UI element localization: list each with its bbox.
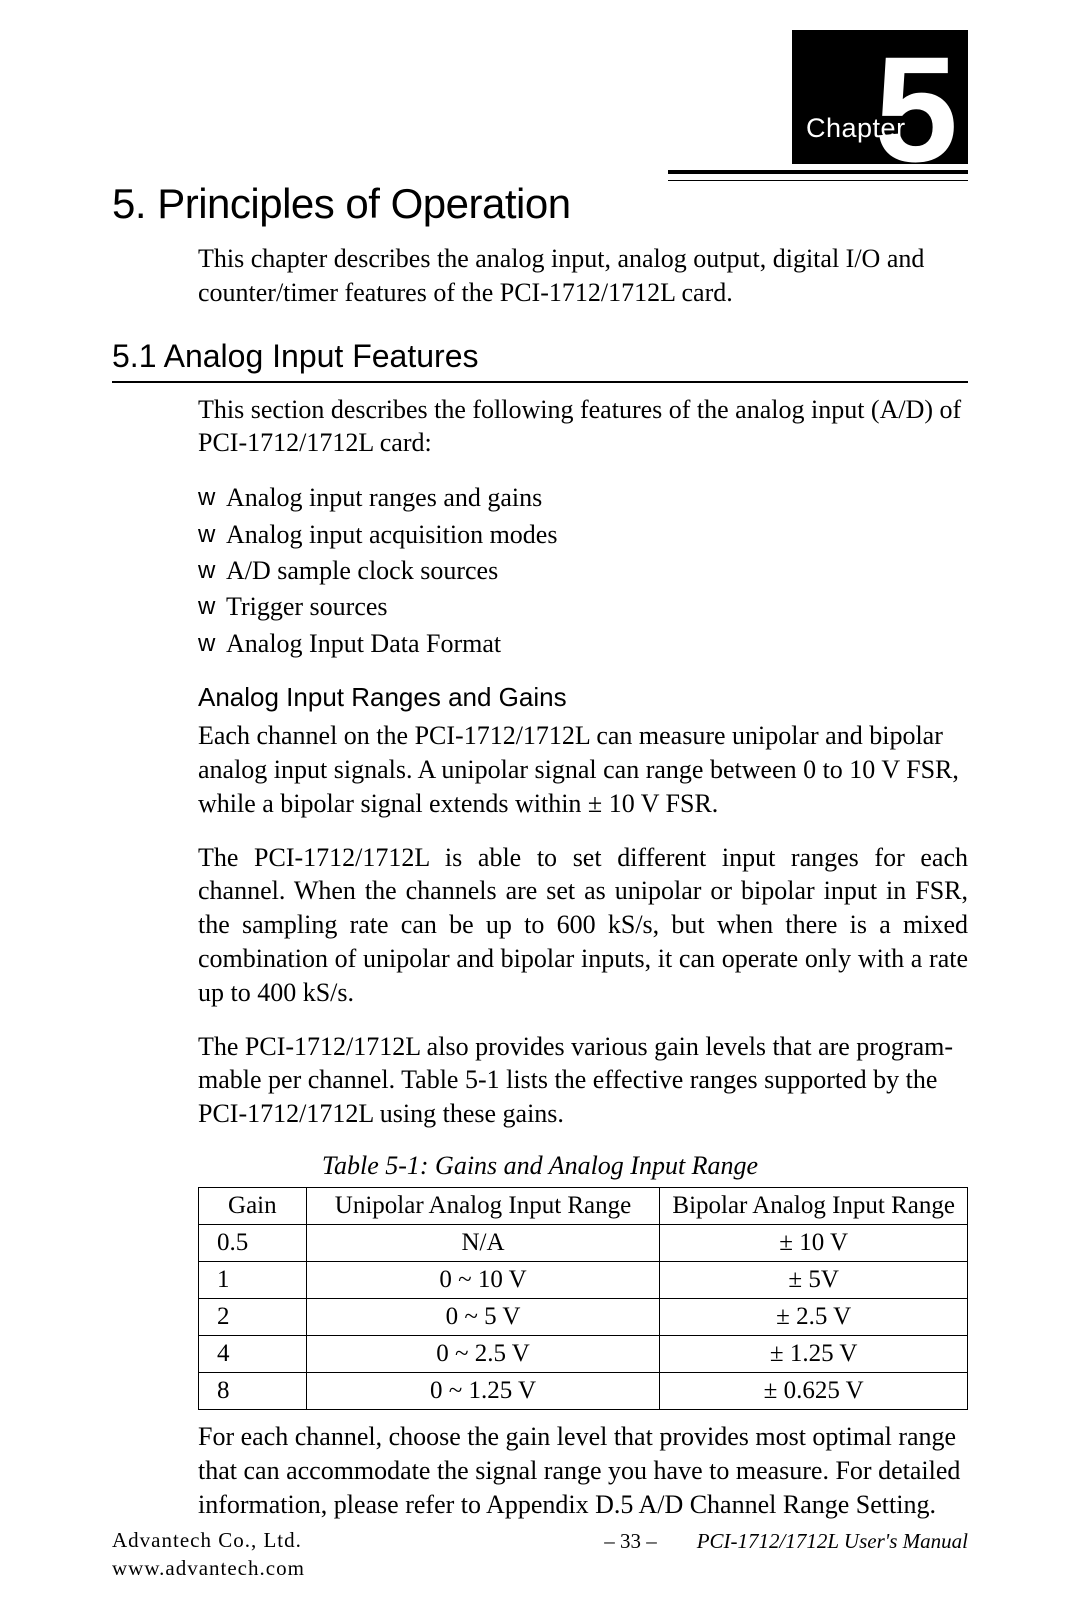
table-cell: 0 ~ 5 V <box>306 1298 660 1335</box>
list-item: Analog input ranges and gains <box>198 480 968 516</box>
table-cell: 0.5 <box>199 1224 307 1261</box>
table-cell: ± 2.5 V <box>660 1298 968 1335</box>
section-5-1-intro: This section describes the following fea… <box>198 393 968 461</box>
list-item: Trigger sources <box>198 589 968 625</box>
footer-url: www.advantech.com <box>112 1555 604 1582</box>
paragraph-ranges-2: The PCI-1712/1712L is able to set differ… <box>198 841 968 1010</box>
table-cell: ± 1.25 V <box>660 1335 968 1372</box>
list-item: Analog input acquisition modes <box>198 517 968 553</box>
table-header-cell: Bipolar Analog Input Range <box>660 1187 968 1224</box>
footer-page-number: – 33 – <box>604 1527 697 1554</box>
list-item: Analog Input Data Format <box>198 626 968 662</box>
chapter-title: 5. Principles of Operation <box>112 180 968 228</box>
table-caption: Table 5-1: Gains and Analog Input Range <box>112 1151 968 1181</box>
chapter-intro-paragraph: This chapter describes the analog input,… <box>198 242 968 310</box>
chapter-divider <box>668 170 968 181</box>
section-heading-5-1: 5.1 Analog Input Features <box>112 338 968 383</box>
page-footer: Advantech Co., Ltd. www.advantech.com – … <box>112 1527 968 1582</box>
table-cell: N/A <box>306 1224 660 1261</box>
footer-company: Advantech Co., Ltd. <box>112 1527 604 1554</box>
table-row: 4 0 ~ 2.5 V ± 1.25 V <box>199 1335 968 1372</box>
table-cell: ± 5V <box>660 1261 968 1298</box>
paragraph-ranges-1: Each channel on the PCI-1712/1712L can m… <box>198 719 968 820</box>
table-cell: ± 0.625 V <box>660 1372 968 1409</box>
table-row: 8 0 ~ 1.25 V ± 0.625 V <box>199 1372 968 1409</box>
table-cell: 0 ~ 2.5 V <box>306 1335 660 1372</box>
paragraph-ranges-4: For each channel, choose the gain level … <box>198 1420 968 1521</box>
chapter-number: 5 <box>875 34 958 184</box>
table-row: 2 0 ~ 5 V ± 2.5 V <box>199 1298 968 1335</box>
table-row: 0.5 N/A ± 10 V <box>199 1224 968 1261</box>
table-cell: 0 ~ 10 V <box>306 1261 660 1298</box>
list-item: A/D sample clock sources <box>198 553 968 589</box>
feature-bullet-list: Analog input ranges and gains Analog inp… <box>198 480 968 662</box>
table-header-cell: Gain <box>199 1187 307 1224</box>
table-cell: 8 <box>199 1372 307 1409</box>
table-row: 1 0 ~ 10 V ± 5V <box>199 1261 968 1298</box>
footer-manual-title: PCI-1712/1712L User's Manual <box>697 1527 968 1554</box>
table-header-cell: Unipolar Analog Input Range <box>306 1187 660 1224</box>
table-cell: 2 <box>199 1298 307 1335</box>
subsection-heading-ranges-gains: Analog Input Ranges and Gains <box>198 682 968 713</box>
table-cell: 0 ~ 1.25 V <box>306 1372 660 1409</box>
table-cell: 4 <box>199 1335 307 1372</box>
table-header-row: Gain Unipolar Analog Input Range Bipolar… <box>199 1187 968 1224</box>
chapter-badge: Chapter 5 <box>792 30 968 164</box>
paragraph-ranges-3: The PCI-1712/1712L also provides various… <box>198 1030 968 1131</box>
table-cell: 1 <box>199 1261 307 1298</box>
table-cell: ± 10 V <box>660 1224 968 1261</box>
gains-table: Gain Unipolar Analog Input Range Bipolar… <box>198 1187 968 1410</box>
